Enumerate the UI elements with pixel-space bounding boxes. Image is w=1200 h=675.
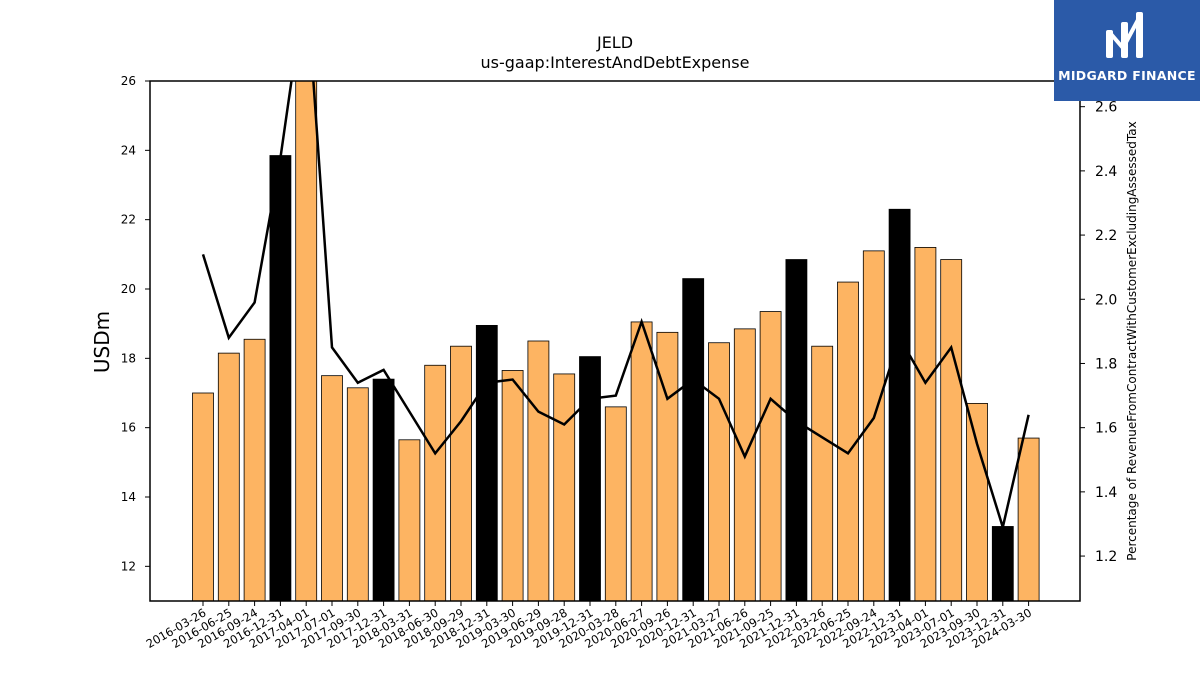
ratio-line-series xyxy=(201,81,1030,532)
y2-tick-label: 1.6 xyxy=(1095,421,1117,437)
bar-2021-03-27 xyxy=(708,342,730,601)
y-tick-label: 16 xyxy=(121,421,136,435)
y2-tick-label: 1.2 xyxy=(1095,549,1117,565)
brand-logo-text: MIDGARD FINANCE xyxy=(1058,68,1196,83)
bar-2018-09-29 xyxy=(450,345,472,601)
bar-2017-04-01 xyxy=(295,81,318,601)
y-tick-label: 26 xyxy=(121,74,136,88)
bar-2017-09-30 xyxy=(346,387,369,601)
x-axis: 2016-03-262016-06-252016-09-242016-12-31… xyxy=(144,601,1034,651)
bar-2016-12-31 xyxy=(269,155,292,601)
midgard-logo-icon xyxy=(1106,12,1143,58)
bar-2017-12-31 xyxy=(372,378,395,601)
bar-2023-12-31 xyxy=(991,526,1014,601)
y-axis-label: USDm xyxy=(90,311,114,373)
bar-2024-03-30 xyxy=(1017,437,1040,601)
bar-2016-06-25 xyxy=(217,352,240,601)
bar-2019-12-31 xyxy=(579,356,601,601)
bar-2020-12-31 xyxy=(682,278,705,601)
bar-2018-12-31 xyxy=(475,324,498,601)
bar-2019-09-28 xyxy=(553,373,576,601)
bar-2023-04-01 xyxy=(914,246,937,601)
bar-2019-03-30 xyxy=(501,370,524,601)
y2-tick-label: 1.8 xyxy=(1095,356,1117,372)
bar-series xyxy=(192,81,1040,601)
bar-2021-12-31 xyxy=(785,259,808,601)
y2-tick-label: 2.0 xyxy=(1095,292,1117,308)
bar-2023-07-01 xyxy=(940,259,963,601)
chart-title: JELD xyxy=(596,33,633,52)
brand-logo: MIDGARD FINANCE xyxy=(1054,0,1200,101)
bar-2017-07-01 xyxy=(321,375,343,601)
y-tick-label: 22 xyxy=(121,213,136,227)
bar-2022-06-25 xyxy=(837,281,859,601)
bar-2022-12-31 xyxy=(888,208,911,601)
bar-2019-06-29 xyxy=(527,340,550,601)
y-tick-label: 18 xyxy=(121,351,136,365)
bar-2016-09-24 xyxy=(243,338,266,601)
bar-2020-06-27 xyxy=(630,321,653,601)
bar-2022-03-26 xyxy=(811,345,834,601)
ratio-line xyxy=(201,81,1030,532)
y-tick-label: 12 xyxy=(121,559,136,573)
bar-2021-06-26 xyxy=(733,328,756,601)
y2-axis-label: Percentage of RevenueFromContractWithCus… xyxy=(1125,121,1139,560)
bar-2021-09-25 xyxy=(759,311,782,601)
bar-2020-09-26 xyxy=(656,331,679,601)
plot-frame xyxy=(149,80,1081,602)
bar-2023-09-30 xyxy=(966,402,988,601)
bar-2022-09-24 xyxy=(862,250,885,601)
bar-2020-03-28 xyxy=(604,406,627,601)
y-axis-right: 1.2 1.4 1.6 1.8 2.0 2.2 2.4 2.6 xyxy=(1080,100,1117,565)
y-tick-label: 20 xyxy=(121,282,136,296)
y2-tick-label: 2.2 xyxy=(1095,228,1117,244)
y-tick-label: 14 xyxy=(121,490,136,504)
y-tick-label: 24 xyxy=(121,143,136,157)
bar-2018-03-31 xyxy=(398,439,421,601)
bar-2016-03-26 xyxy=(192,392,214,601)
chart-subtitle: us-gaap:InterestAndDebtExpense xyxy=(481,53,750,72)
y-axis-left: 12 14 16 18 20 22 24 26 xyxy=(121,74,150,573)
y2-tick-label: 2.4 xyxy=(1095,164,1117,180)
y2-tick-label: 2.6 xyxy=(1095,100,1117,116)
bar-2018-06-30 xyxy=(424,364,447,601)
y2-tick-label: 1.4 xyxy=(1095,485,1117,501)
